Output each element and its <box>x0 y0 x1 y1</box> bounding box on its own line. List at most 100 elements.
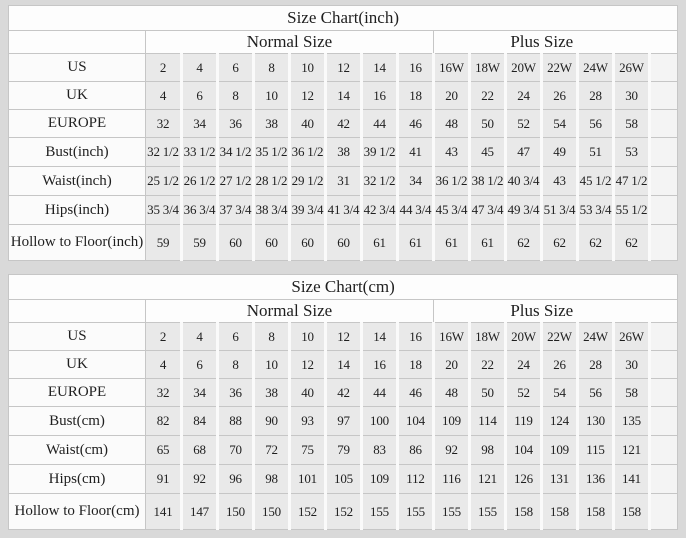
table-cell: 16 <box>360 350 398 379</box>
table-cell: 30 <box>612 81 650 110</box>
table-cell: 16 <box>360 81 398 110</box>
table-cell: 56 <box>576 378 614 407</box>
table-cell: 20 <box>432 81 470 110</box>
table-cell: 20W <box>504 322 542 351</box>
table-cell: 155 <box>396 493 434 530</box>
table-cell: 35 3/4 <box>145 195 182 225</box>
table-cell: 92 <box>432 435 470 465</box>
table-cell: 34 1/2 <box>216 137 254 167</box>
table-cell: 12 <box>288 350 326 379</box>
table-cell: 24W <box>576 53 614 82</box>
table-cell: 6 <box>180 350 218 379</box>
group-header-plus-size: Plus Size <box>433 299 650 323</box>
table-cell: 14 <box>360 322 398 351</box>
table-cell: 86 <box>396 435 434 465</box>
table-cell: 44 <box>360 378 398 407</box>
table-cell: 34 <box>180 109 218 138</box>
table-cell: 50 <box>468 109 506 138</box>
table-cell: 38 3/4 <box>252 195 290 225</box>
group-header-normal-size: Normal Size <box>145 299 434 323</box>
table-cell: 47 3/4 <box>468 195 506 225</box>
table-cell: 93 <box>288 406 326 436</box>
table-cell: 30 <box>612 350 650 379</box>
table-cell: 45 1/2 <box>576 166 614 196</box>
table-cell: 20W <box>504 53 542 82</box>
table-cell: 158 <box>504 493 542 530</box>
table-cell: 26 <box>540 81 578 110</box>
table-cell: 48 <box>432 378 470 407</box>
table-cell: 18W <box>468 53 506 82</box>
table-row: US 2 4 6 8 10 12 14 16 16W 18W 20W 22W 24W 26W <box>8 53 678 82</box>
table-cell: 28 <box>576 350 614 379</box>
table-cell: 136 <box>576 464 614 494</box>
table-cell: 88 <box>216 406 254 436</box>
table-cell: 92 <box>180 464 218 494</box>
table-row: US 2 4 6 8 10 12 14 16 16W 18W 20W 22W 24W 26W <box>8 322 678 351</box>
trailing-blank-cell <box>647 378 678 407</box>
table-row: EUROPE 32 34 36 38 40 42 44 46 48 50 52 54 56 58 <box>8 378 678 407</box>
group-header-row: Normal Size Plus Size <box>8 299 678 323</box>
table-row: Hips(cm) 91 92 96 98 101 105 109 112 116 121 126 131… <box>8 464 678 494</box>
table-cell: 45 <box>468 137 506 167</box>
table-cell: 121 <box>612 435 650 465</box>
table-cell: 40 <box>288 378 326 407</box>
table-cell: 51 3/4 <box>540 195 578 225</box>
trailing-blank-cell <box>647 406 678 436</box>
table-cell: 61 <box>396 224 434 261</box>
table-cell: 152 <box>288 493 326 530</box>
size-tables-container: Size Chart(inch) Normal Size Plus Size US 2 4… <box>8 5 679 530</box>
table-cell: 37 3/4 <box>216 195 254 225</box>
table-cell: 155 <box>432 493 470 530</box>
table-cell: 75 <box>288 435 326 465</box>
table-cell: 18 <box>396 350 434 379</box>
table-cell: 36 <box>216 109 254 138</box>
table-cell: 26W <box>612 53 650 82</box>
table-cell: 60 <box>216 224 254 261</box>
group-header-trailing-blank <box>649 299 678 323</box>
table-cell: 36 1/2 <box>288 137 326 167</box>
table-cell: 46 <box>396 109 434 138</box>
table-cell: 158 <box>540 493 578 530</box>
table-cell: 54 <box>540 378 578 407</box>
table-cell: 45 3/4 <box>432 195 470 225</box>
table-cell: 22W <box>540 53 578 82</box>
table-cell: 42 3/4 <box>360 195 398 225</box>
table-cell: 32 <box>145 378 182 407</box>
table-cell: 47 1/2 <box>612 166 650 196</box>
table-cell: 18W <box>468 322 506 351</box>
table-cell: 62 <box>612 224 650 261</box>
table-cell: 26 1/2 <box>180 166 218 196</box>
table-cell: 12 <box>324 322 362 351</box>
table-cell: 61 <box>360 224 398 261</box>
table-cell: 33 1/2 <box>180 137 218 167</box>
table-cell: 16W <box>432 53 470 82</box>
table-cell: 14 <box>360 53 398 82</box>
row-label: US <box>8 53 146 82</box>
trailing-blank-cell <box>647 493 678 530</box>
table-cell: 115 <box>576 435 614 465</box>
table-row: EUROPE 32 34 36 38 40 42 44 46 48 50 52 54 56 58 <box>8 109 678 138</box>
table-row: Hollow to Floor(cm) 141 147 150 150 152 152 155… <box>8 493 678 530</box>
table-cell: 41 <box>396 137 434 167</box>
table-cell: 43 <box>540 166 578 196</box>
table-cell: 147 <box>180 493 218 530</box>
table-cell: 2 <box>145 322 182 351</box>
table-cell: 44 3/4 <box>396 195 434 225</box>
table-cell: 4 <box>180 322 218 351</box>
table-cell: 26 <box>540 350 578 379</box>
table-cell: 48 <box>432 109 470 138</box>
table-cell: 36 <box>216 378 254 407</box>
row-label: Bust(cm) <box>8 406 146 436</box>
table-row: Bust(inch) 32 1/2 33 1/2 34 1/2 35 1/2 36 1/2… <box>8 137 678 167</box>
table-cell: 53 <box>612 137 650 167</box>
table-cell: 10 <box>252 350 290 379</box>
table-cell: 79 <box>324 435 362 465</box>
table-cell: 46 <box>396 378 434 407</box>
table-cell: 60 <box>252 224 290 261</box>
table-cell: 158 <box>576 493 614 530</box>
trailing-blank-cell <box>647 464 678 494</box>
table-cell: 59 <box>180 224 218 261</box>
table-cell: 16 <box>396 53 434 82</box>
trailing-blank-cell <box>647 435 678 465</box>
